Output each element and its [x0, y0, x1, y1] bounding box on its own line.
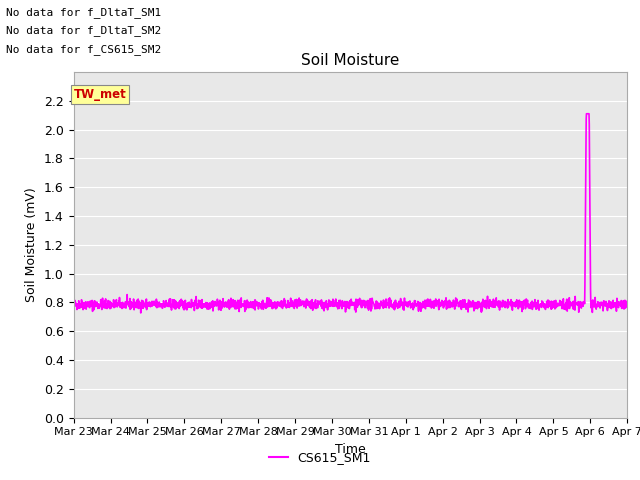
Text: No data for f_CS615_SM2: No data for f_CS615_SM2	[6, 44, 162, 55]
Text: TW_met: TW_met	[74, 88, 126, 101]
X-axis label: Time: Time	[335, 443, 366, 456]
Text: No data for f_DltaT_SM1: No data for f_DltaT_SM1	[6, 7, 162, 18]
Title: Soil Moisture: Soil Moisture	[301, 53, 399, 68]
Text: No data for f_DltaT_SM2: No data for f_DltaT_SM2	[6, 25, 162, 36]
Legend: CS615_SM1: CS615_SM1	[264, 446, 376, 469]
Y-axis label: Soil Moisture (mV): Soil Moisture (mV)	[26, 187, 38, 302]
